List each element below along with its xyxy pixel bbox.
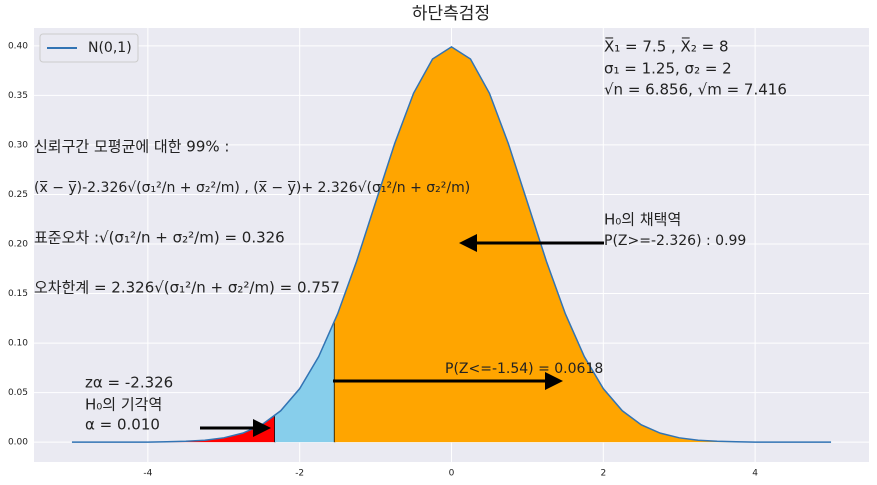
x-tick-label: 2	[600, 469, 606, 479]
x-tick-label: -4	[143, 469, 152, 479]
y-tick-label: 0.00	[8, 438, 28, 448]
x-tick-label: 0	[449, 469, 455, 479]
annotation: 표준오차 :√(σ₁²/n + σ₂²/m) = 0.326	[34, 229, 285, 247]
ticks: 0.00 0.05 0.10 0.15 0.20 0.25 0.30 0.35 0.40 -4 -2…	[8, 41, 758, 478]
line	[71, 46, 832, 443]
annotation: zα = -2.326	[85, 374, 173, 392]
x-tick-label: -2	[295, 469, 304, 479]
legend-label: N(0,1)	[88, 40, 132, 56]
legend: N(0,1)	[39, 33, 139, 63]
y-tick-label: 0.25	[8, 190, 28, 200]
annotation: (x̅ − y̅)-2.326√(σ₁²/n + σ₂²/m) , (x̅ − …	[34, 180, 470, 196]
annotations: X̅₁ = 7.5 , X̅₂ = 8 σ₁ = 1.25, σ₂ = 2 √n…	[34, 37, 787, 434]
annotation: X̅₁ = 7.5 , X̅₂ = 8	[604, 37, 729, 56]
x-tick-label: 4	[752, 469, 758, 479]
annotation: 오차한계 = 2.326√(σ₁²/n + σ₂²/m) = 0.757	[34, 279, 340, 297]
y-tick-label: 0.20	[8, 240, 28, 250]
legend-box	[39, 33, 139, 63]
annotation: √n = 6.856, √m = 7.416	[604, 81, 787, 99]
region	[71, 415, 275, 443]
y-tick-label: 0.35	[8, 91, 28, 101]
region	[334, 46, 832, 443]
annotation: 신뢰구간 모평균에 대한 99% :	[34, 138, 229, 156]
y-tick-label: 0.15	[8, 289, 28, 299]
annotation: α = 0.010	[85, 416, 160, 434]
y-tick-label: 0.05	[8, 388, 28, 398]
annotation: P(Z<=-1.54) = 0.0618	[445, 361, 603, 377]
y-tick-label: 0.30	[8, 140, 28, 150]
y-tick-label: 0.10	[8, 339, 28, 349]
marks	[71, 46, 832, 443]
arrows	[200, 234, 604, 437]
chart-title: 하단측검정	[412, 4, 490, 24]
annotation: H₀의 채택역	[604, 211, 681, 229]
annotation: P(Z>=-2.326) : 0.99	[604, 233, 746, 249]
annotation: σ₁ = 1.25, σ₂ = 2	[604, 60, 732, 78]
y-tick-label: 0.40	[8, 41, 28, 51]
annotation: H₀의 기각역	[85, 396, 162, 414]
